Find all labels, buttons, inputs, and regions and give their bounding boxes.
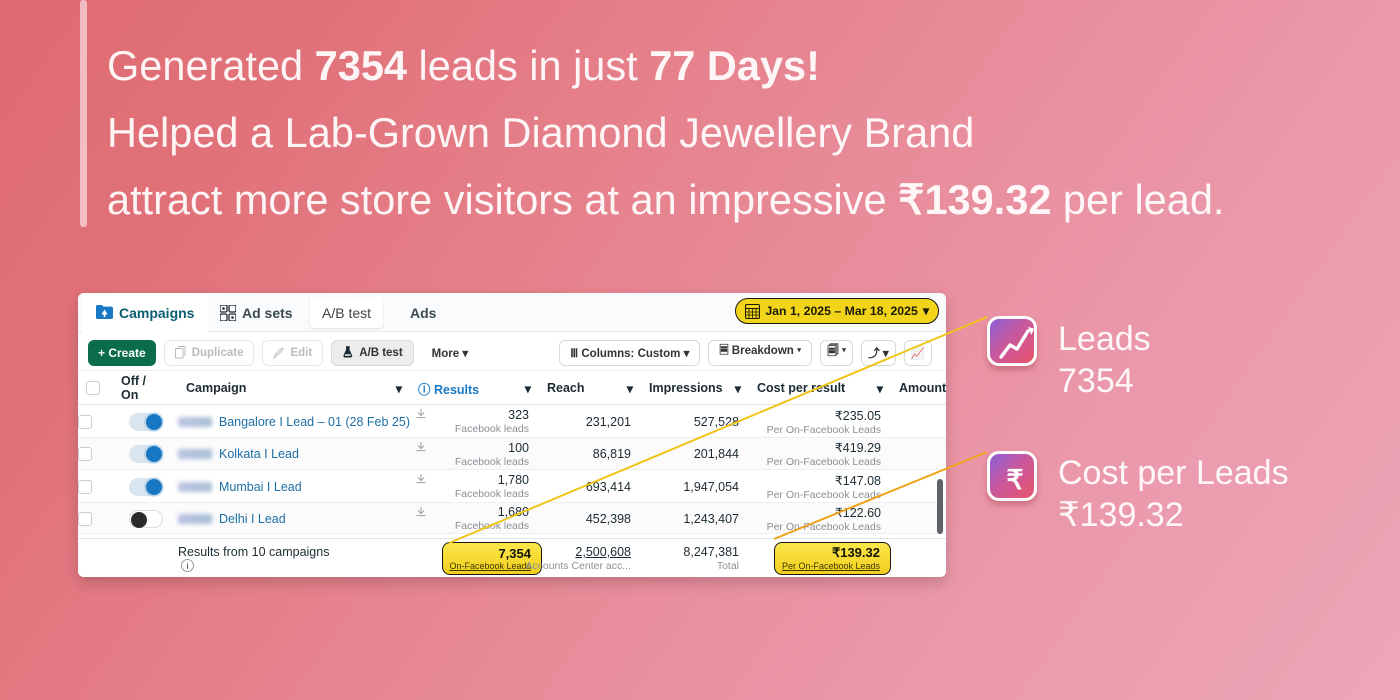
svg-text:₹: ₹ [1006,465,1023,495]
